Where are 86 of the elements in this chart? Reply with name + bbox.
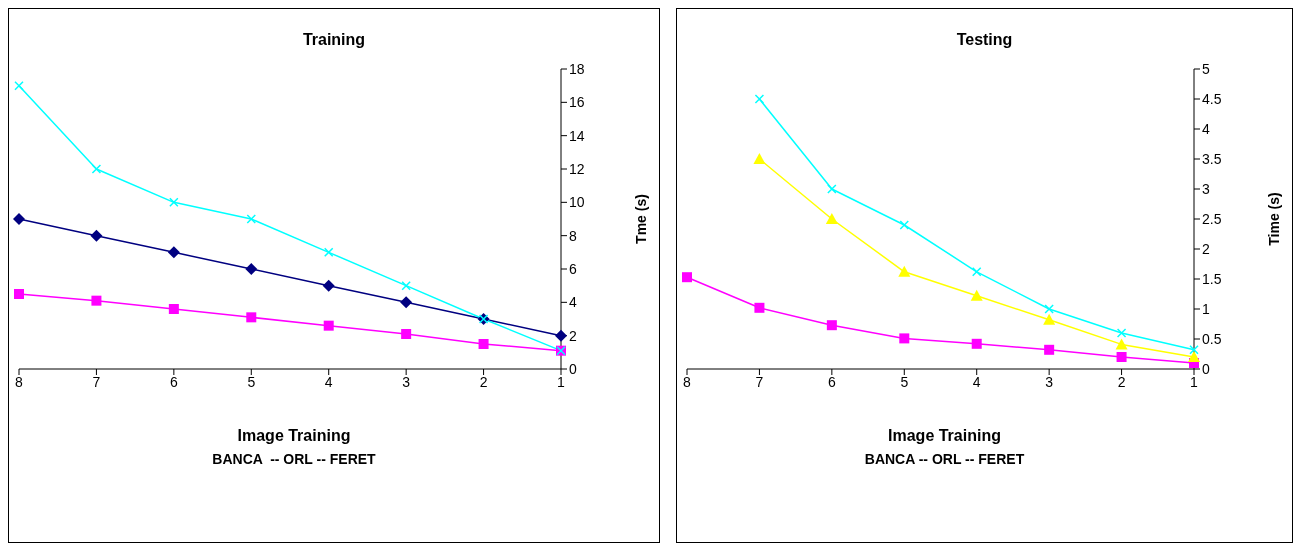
point (1043, 313, 1056, 325)
y-tick-label: 14 (569, 127, 585, 144)
x-tick-label: 5 (900, 373, 909, 390)
point (323, 320, 334, 331)
point (754, 302, 765, 313)
y-tick-label: 18 (569, 60, 585, 77)
point (167, 246, 180, 259)
y-tick-label: 6 (569, 260, 577, 277)
y-tick-label: 16 (569, 94, 585, 111)
point (246, 214, 257, 224)
point (971, 267, 982, 277)
point (401, 280, 411, 291)
point (825, 213, 838, 224)
y-tick-label: 8 (569, 227, 577, 244)
point (754, 94, 765, 104)
x-tick-label: 4 (324, 373, 333, 390)
point (1188, 351, 1200, 362)
point (1115, 338, 1128, 350)
x-tick-label: 6 (827, 373, 836, 390)
point (400, 296, 413, 309)
y-tick-label: 1.5 (1202, 270, 1222, 287)
point (682, 272, 692, 283)
point (13, 213, 25, 225)
y-tick-label: 0.5 (1202, 330, 1222, 347)
point (899, 220, 910, 230)
y-tick-label: 3 (1202, 180, 1210, 197)
point (14, 80, 24, 91)
x-tick-label: 2 (479, 373, 488, 390)
y-tick-label: 2 (1202, 240, 1210, 257)
y-tick-label: 2.5 (1202, 210, 1222, 227)
y-axis-title: Tme (s) (632, 194, 649, 244)
chart-title: Testing (955, 31, 1014, 49)
text: BANCA -- ORL -- FERET (211, 451, 377, 467)
point (14, 289, 24, 299)
y-tick-label: 0 (1202, 360, 1210, 377)
chart-title: Training (301, 31, 367, 49)
point (323, 247, 334, 258)
point (1116, 328, 1127, 338)
x-tick-label: 4 (972, 373, 981, 390)
x-axis-title: Image Training (236, 427, 352, 445)
point (91, 295, 102, 306)
y-tick-label: 10 (569, 194, 585, 211)
point (971, 338, 982, 349)
y-tick-label: 3.5 (1202, 150, 1222, 167)
point (401, 329, 412, 339)
point (1044, 304, 1054, 314)
point (1044, 344, 1055, 355)
x-axis-title: Image Training (887, 427, 1002, 445)
point (827, 184, 837, 194)
y-tick-label: 12 (569, 160, 585, 177)
point (970, 289, 983, 301)
point (322, 279, 335, 292)
x-tick-label: 7 (755, 373, 764, 390)
point (753, 153, 766, 164)
x-tick-label: 6 (169, 373, 178, 390)
point (90, 229, 103, 242)
y-tick-label: 0 (569, 360, 577, 377)
point (555, 329, 567, 342)
point (91, 164, 102, 174)
x-tick-label: 1 (557, 373, 566, 390)
point (1189, 345, 1199, 355)
point (478, 339, 489, 349)
x-tick-label: 3 (402, 373, 411, 390)
y-axis-title: Time (s) (1265, 192, 1282, 246)
y-tick-label: 4 (1202, 120, 1210, 137)
point (246, 312, 257, 323)
point (245, 263, 258, 275)
y-tick-label: 4 (569, 294, 577, 311)
x-tick-label: 2 (1117, 373, 1126, 390)
text: BANCA -- ORL -- FERET (863, 451, 1026, 467)
x-tick-label: 7 (92, 373, 101, 390)
x-tick-label: 5 (247, 373, 256, 390)
point (826, 320, 837, 331)
point (1116, 352, 1127, 362)
x-tick-label: 8 (15, 373, 24, 390)
point (898, 265, 911, 277)
y-tick-label: 2 (569, 327, 577, 344)
point (169, 197, 179, 208)
y-tick-label: 5 (1202, 60, 1210, 77)
x-tick-label: 8 (683, 373, 692, 390)
y-tick-label: 4.5 (1202, 90, 1222, 107)
y-tick-label: 1 (1202, 300, 1210, 317)
x-tick-label: 3 (1045, 373, 1054, 390)
point (899, 333, 910, 344)
point (168, 304, 179, 314)
x-tick-label: 1 (1190, 373, 1199, 390)
